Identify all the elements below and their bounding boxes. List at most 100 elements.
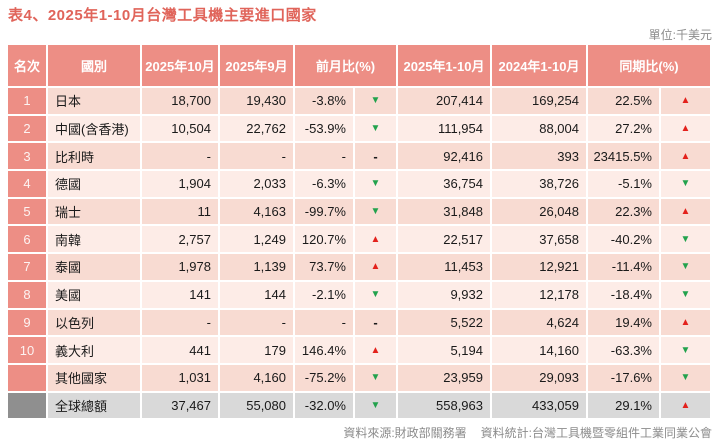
value-cell-ytd2025: 22,517 (398, 226, 490, 253)
country-cell: 泰國 (48, 254, 140, 280)
value-cell-ytd2024: 88,004 (492, 115, 586, 142)
rank-cell: 7 (8, 254, 46, 280)
value-cell-ytd2025: 558,963 (398, 392, 490, 419)
header-2025-ytd: 2025年1-10月 (398, 45, 490, 86)
country-cell: 美國 (48, 281, 140, 308)
rank-cell: 3 (8, 143, 46, 170)
yoy-change-cell: -63.3% (588, 337, 659, 363)
value-cell-oct: 1,031 (142, 364, 218, 391)
value-cell-ytd2025: 92,416 (398, 143, 490, 170)
value-cell-ytd2025: 9,932 (398, 281, 490, 308)
header-mom-change: 前月比(%) (295, 45, 396, 86)
value-cell-oct: 37,467 (142, 392, 218, 419)
trend-down-arrow-icon: ▼ (661, 281, 710, 308)
rank-cell: 1 (8, 88, 46, 114)
mom-change-cell: -32.0% (295, 392, 353, 419)
rank-cell (8, 392, 46, 419)
value-cell-sep: 1,249 (220, 226, 293, 253)
value-cell-sep: 4,160 (220, 364, 293, 391)
trend-up-arrow-icon: ▲ (661, 198, 710, 225)
mom-change-cell: 73.7% (295, 254, 353, 280)
trend-down-arrow-icon: ▼ (355, 392, 396, 419)
value-cell-ytd2024: 14,160 (492, 337, 586, 363)
trend-up-arrow-icon: ▲ (661, 392, 710, 419)
value-cell-ytd2024: 38,726 (492, 171, 586, 197)
value-cell-ytd2025: 11,453 (398, 254, 490, 280)
country-cell: 比利時 (48, 143, 140, 170)
trend-down-arrow-icon: ▼ (661, 171, 710, 197)
rank-cell: 6 (8, 226, 46, 253)
trend-down-arrow-icon: ▼ (355, 171, 396, 197)
mom-change-cell: 146.4% (295, 337, 353, 363)
value-cell-sep: 22,762 (220, 115, 293, 142)
value-cell-ytd2024: 12,921 (492, 254, 586, 280)
country-cell: 瑞士 (48, 198, 140, 225)
mom-change-cell: 120.7% (295, 226, 353, 253)
rank-cell: 5 (8, 198, 46, 225)
trend-down-arrow-icon: ▼ (355, 88, 396, 114)
value-cell-ytd2025: 5,194 (398, 337, 490, 363)
mom-change-cell: - (295, 309, 353, 336)
value-cell-oct: 1,978 (142, 254, 218, 280)
header-yoy-change: 同期比(%) (588, 45, 710, 86)
trend-down-arrow-icon: ▼ (355, 115, 396, 142)
trend-up-arrow-icon: ▲ (661, 309, 710, 336)
trend-down-arrow-icon: ▼ (661, 254, 710, 280)
value-cell-oct: 10,504 (142, 115, 218, 142)
yoy-change-cell: -18.4% (588, 281, 659, 308)
value-cell-ytd2024: 12,178 (492, 281, 586, 308)
unit-label: 單位:千美元 (648, 28, 712, 42)
yoy-change-cell: 23415.5% (588, 143, 659, 170)
value-cell-ytd2024: 29,093 (492, 364, 586, 391)
country-cell: 全球總額 (48, 392, 140, 419)
no-change-dash: - (355, 143, 396, 170)
no-change-dash: - (355, 309, 396, 336)
rank-cell: 8 (8, 281, 46, 308)
value-cell-oct: 2,757 (142, 226, 218, 253)
trend-up-arrow-icon: ▲ (661, 88, 710, 114)
value-cell-oct: - (142, 309, 218, 336)
page-title: 表4、2025年1-10月台灣工具機主要進口國家 (8, 7, 317, 24)
rank-cell: 2 (8, 115, 46, 142)
value-cell-ytd2025: 5,522 (398, 309, 490, 336)
mom-change-cell: - (295, 143, 353, 170)
trend-down-arrow-icon: ▼ (661, 337, 710, 363)
yoy-change-cell: -5.1% (588, 171, 659, 197)
yoy-change-cell: -17.6% (588, 364, 659, 391)
value-cell-sep: 55,080 (220, 392, 293, 419)
rank-cell: 10 (8, 337, 46, 363)
value-cell-sep: 144 (220, 281, 293, 308)
rank-cell (8, 364, 46, 391)
value-cell-ytd2024: 169,254 (492, 88, 586, 114)
mom-change-cell: -6.3% (295, 171, 353, 197)
header-rank: 名次 (8, 45, 46, 86)
value-cell-ytd2025: 23,959 (398, 364, 490, 391)
mom-change-cell: -3.8% (295, 88, 353, 114)
header-2025-sep: 2025年9月 (220, 45, 293, 86)
trend-up-arrow-icon: ▲ (355, 226, 396, 253)
value-cell-ytd2024: 37,658 (492, 226, 586, 253)
value-cell-oct: 1,904 (142, 171, 218, 197)
data-statistics-label: 資料統計:台灣工具機暨零組件工業同業公會 (480, 426, 712, 440)
header-country: 國別 (48, 45, 140, 86)
yoy-change-cell: 27.2% (588, 115, 659, 142)
value-cell-sep: 2,033 (220, 171, 293, 197)
country-cell: 其他國家 (48, 364, 140, 391)
trend-up-arrow-icon: ▲ (355, 337, 396, 363)
mom-change-cell: -75.2% (295, 364, 353, 391)
trend-down-arrow-icon: ▼ (661, 364, 710, 391)
yoy-change-cell: 19.4% (588, 309, 659, 336)
trend-up-arrow-icon: ▲ (661, 115, 710, 142)
yoy-change-cell: 22.5% (588, 88, 659, 114)
value-cell-ytd2024: 26,048 (492, 198, 586, 225)
value-cell-ytd2025: 207,414 (398, 88, 490, 114)
value-cell-sep: - (220, 309, 293, 336)
country-cell: 日本 (48, 88, 140, 114)
data-source-label: 資料來源:財政部關務署 (343, 426, 467, 440)
import-table: 名次 國別 2025年10月 2025年9月 前月比(%) 2025年1-10月… (8, 45, 710, 419)
rank-cell: 4 (8, 171, 46, 197)
value-cell-sep: 19,430 (220, 88, 293, 114)
trend-up-arrow-icon: ▲ (661, 143, 710, 170)
country-cell: 南韓 (48, 226, 140, 253)
country-cell: 德國 (48, 171, 140, 197)
